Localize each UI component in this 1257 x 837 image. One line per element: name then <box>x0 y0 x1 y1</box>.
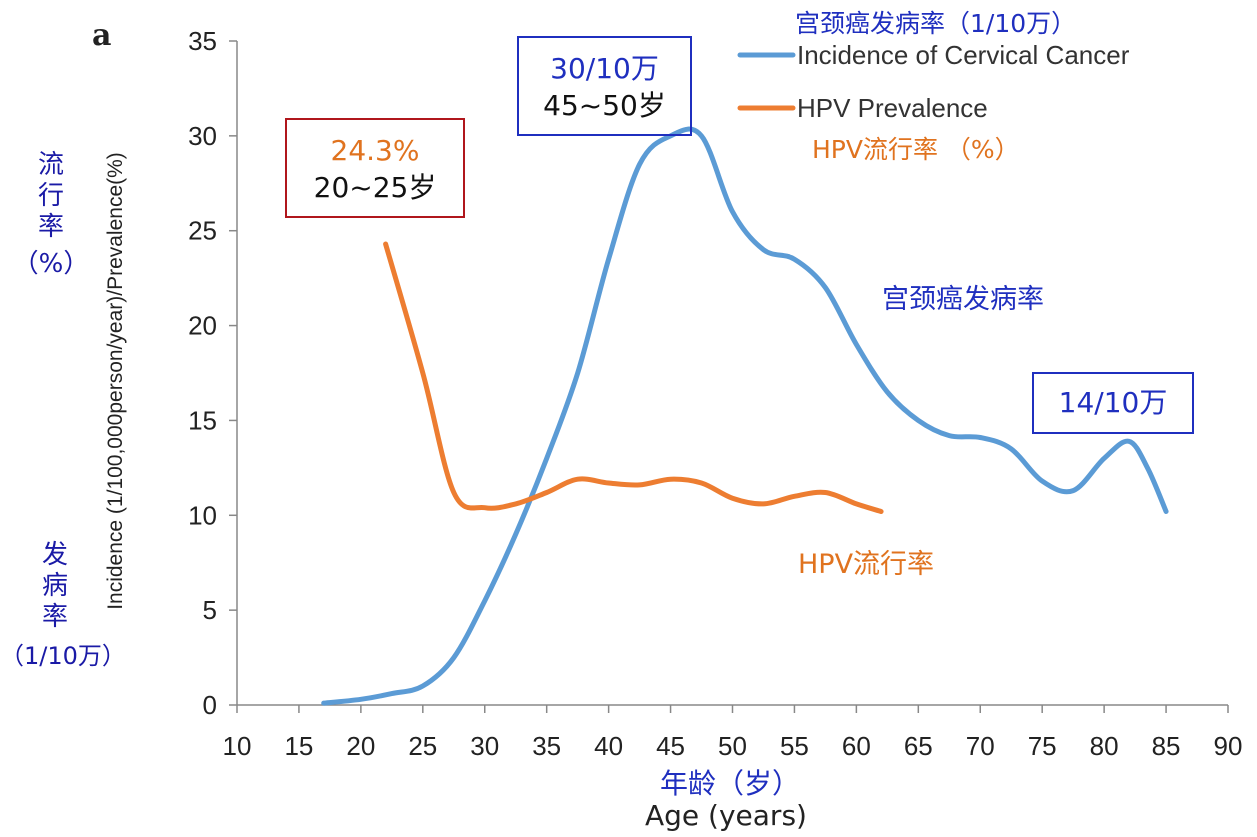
y-tick-label: 15 <box>188 405 217 435</box>
legend-hpv-label: HPV Prevalence <box>797 93 988 123</box>
y-label-zh-prevalence: 流 行 率 （%） <box>8 150 94 280</box>
legend-incidence-label: Incidence of Cervical Cancer <box>797 40 1130 70</box>
y-zh-top-2: 行 <box>37 181 64 211</box>
y-tick-label: 10 <box>188 500 217 530</box>
x-tick-label: 20 <box>346 731 375 761</box>
incidence-line <box>321 126 1169 706</box>
hpv-peak-value: 24.3% <box>330 134 420 167</box>
legend-incidence-zh: 宫颈癌发病率（1/10万） <box>795 9 1077 38</box>
x-tick-label: 35 <box>532 731 561 761</box>
y-tick-label: 35 <box>188 26 217 56</box>
x-tick-label: 50 <box>718 731 747 761</box>
y-tick-label: 25 <box>188 216 217 246</box>
incidence-zh-label: 宫颈癌发病率 <box>882 284 1044 315</box>
x-tick-label: 60 <box>842 731 871 761</box>
y-tick-label: 5 <box>203 595 217 625</box>
y-zh-top-1: 流 <box>37 150 64 180</box>
x-tick-label: 85 <box>1152 731 1181 761</box>
x-tick-label: 10 <box>223 731 252 761</box>
y-zh-bottom-2: 病 <box>41 571 68 601</box>
x-tick-label: 65 <box>904 731 933 761</box>
hpv-peak-age: 20~25岁 <box>313 171 437 204</box>
y-tick-label: 30 <box>188 121 217 151</box>
legend: Incidence of Cervical Cancer HPV Prevalen… <box>737 40 1130 123</box>
late-incidence-value: 14/10万 <box>1058 386 1168 419</box>
y-zh-top-3: 率 <box>37 212 64 242</box>
y-zh-top-4: （%） <box>12 249 90 279</box>
incidence-peak-age: 45~50岁 <box>543 89 666 122</box>
x-axis-title-zh: 年龄（岁） <box>660 767 801 800</box>
hpv-prevalence-line <box>383 241 884 514</box>
y-zh-bottom-3: 率 <box>41 602 68 632</box>
axes: 0 5 10 15 20 25 30 35 10 15 20 25 30 35 40 45 50 55 60 65 70… <box>104 26 1242 761</box>
series-group <box>321 126 1169 706</box>
x-tick-label: 55 <box>780 731 809 761</box>
y-label-zh-incidence: 发 病 率 （1/10万） <box>0 540 126 672</box>
x-tick-label: 30 <box>470 731 499 761</box>
incidence-peak-value: 30/10万 <box>550 52 659 85</box>
x-tick-label: 75 <box>1028 731 1057 761</box>
x-tick-label: 25 <box>408 731 437 761</box>
incidence-peak-box: 30/10万 45~50岁 <box>517 36 692 136</box>
hpv-peak-box: 24.3% 20~25岁 <box>285 118 465 218</box>
y-tick-label: 0 <box>203 690 217 720</box>
y-tick-label: 20 <box>188 311 217 341</box>
x-axis-title: Age (years) <box>645 799 807 832</box>
late-incidence-box: 14/10万 <box>1032 372 1194 434</box>
x-tick-label: 70 <box>966 731 995 761</box>
x-tick-label: 15 <box>284 731 313 761</box>
panel-label: a <box>92 18 112 53</box>
y-axis-title: Incidence (1/100,000person/year)/Prevale… <box>104 152 127 610</box>
legend-hpv-zh: HPV流行率 （%） <box>812 135 1020 164</box>
x-tick-label: 80 <box>1090 731 1119 761</box>
x-tick-label: 45 <box>656 731 685 761</box>
y-zh-bottom-4: （1/10万） <box>0 642 126 670</box>
y-zh-bottom-1: 发 <box>41 540 68 570</box>
x-tick-label: 90 <box>1214 731 1243 761</box>
x-tick-label: 40 <box>594 731 623 761</box>
hpv-zh-label: HPV流行率 <box>798 549 935 580</box>
